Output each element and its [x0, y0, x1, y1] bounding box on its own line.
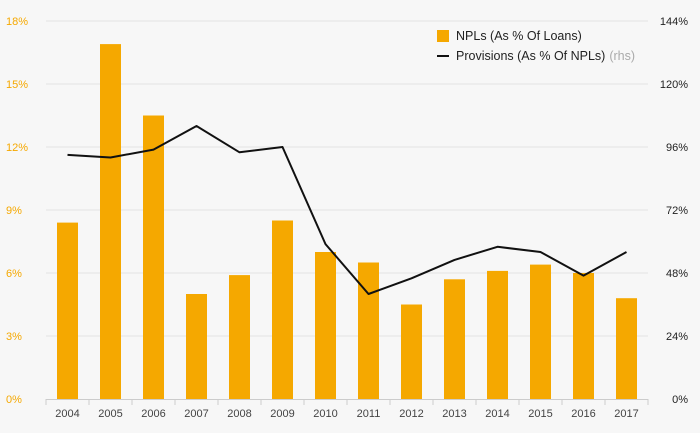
x-tick-label: 2017 — [614, 408, 638, 420]
x-tick-label: 2006 — [141, 408, 165, 420]
bar — [573, 273, 594, 399]
bar — [57, 222, 78, 399]
y-right-tick-label: 0% — [672, 394, 688, 406]
x-tick-label: 2015 — [528, 408, 552, 420]
legend-label-npls: NPLs (As % Of Loans) — [456, 29, 582, 43]
gridlines — [46, 20, 648, 337]
x-axis-ticks: 2004 2005 2006 2007 2008 2009 2010 2011 2012 2013… — [45, 399, 649, 420]
x-tick-label: 2007 — [184, 408, 208, 420]
y-left-tick-label: 3% — [6, 331, 22, 343]
bar — [315, 252, 336, 399]
bar — [272, 220, 293, 399]
bar — [401, 304, 422, 399]
x-tick-label: 2009 — [270, 408, 294, 420]
y-right-tick-label: 24% — [666, 331, 688, 343]
legend-rhs-note: (rhs) — [609, 49, 635, 63]
y-right-tick-label: 72% — [666, 205, 688, 217]
legend-label-provisions-group: Provisions (As % Of NPLs) (rhs) — [456, 49, 635, 63]
y-right-tick-label: 48% — [666, 268, 688, 280]
bar — [186, 294, 207, 399]
bar — [530, 264, 551, 399]
y-left-tick-label: 12% — [6, 142, 28, 154]
y-left-tick-label: 18% — [6, 16, 28, 28]
bar — [444, 279, 465, 399]
y-right-axis-ticks: 0% 24% 48% 72% 96% 120% 144% — [660, 16, 688, 406]
x-tick-label: 2011 — [357, 408, 381, 420]
x-tick-label: 2016 — [571, 408, 595, 420]
legend: NPLs (As % Of Loans) Provisions (As % Of… — [437, 29, 635, 63]
y-left-tick-label: 15% — [6, 79, 28, 91]
x-tick-label: 2005 — [98, 408, 122, 420]
bar — [616, 298, 637, 399]
x-tick-label: 2004 — [55, 408, 79, 420]
bar — [358, 262, 379, 399]
bar — [143, 115, 164, 399]
x-tick-label: 2010 — [313, 408, 337, 420]
y-left-tick-label: 9% — [6, 205, 22, 217]
y-left-axis-ticks: 0% 3% 6% 9% 12% 15% 18% — [6, 16, 28, 406]
x-tick-label: 2014 — [485, 408, 509, 420]
bar — [487, 270, 508, 399]
y-right-tick-label: 120% — [660, 79, 688, 91]
x-tick-label: 2008 — [227, 408, 251, 420]
y-right-tick-label: 96% — [666, 142, 688, 154]
bar — [100, 44, 121, 399]
y-left-tick-label: 0% — [6, 394, 22, 406]
legend-label-provisions: Provisions (As % Of NPLs) — [456, 49, 605, 63]
legend-swatch-npls — [437, 30, 449, 42]
bar-series — [57, 44, 637, 399]
bar — [229, 275, 250, 399]
x-tick-label: 2012 — [399, 408, 423, 420]
y-left-tick-label: 6% — [6, 268, 22, 280]
provisions-line — [67, 125, 627, 295]
x-tick-label: 2013 — [442, 408, 466, 420]
y-right-tick-label: 144% — [660, 16, 688, 28]
